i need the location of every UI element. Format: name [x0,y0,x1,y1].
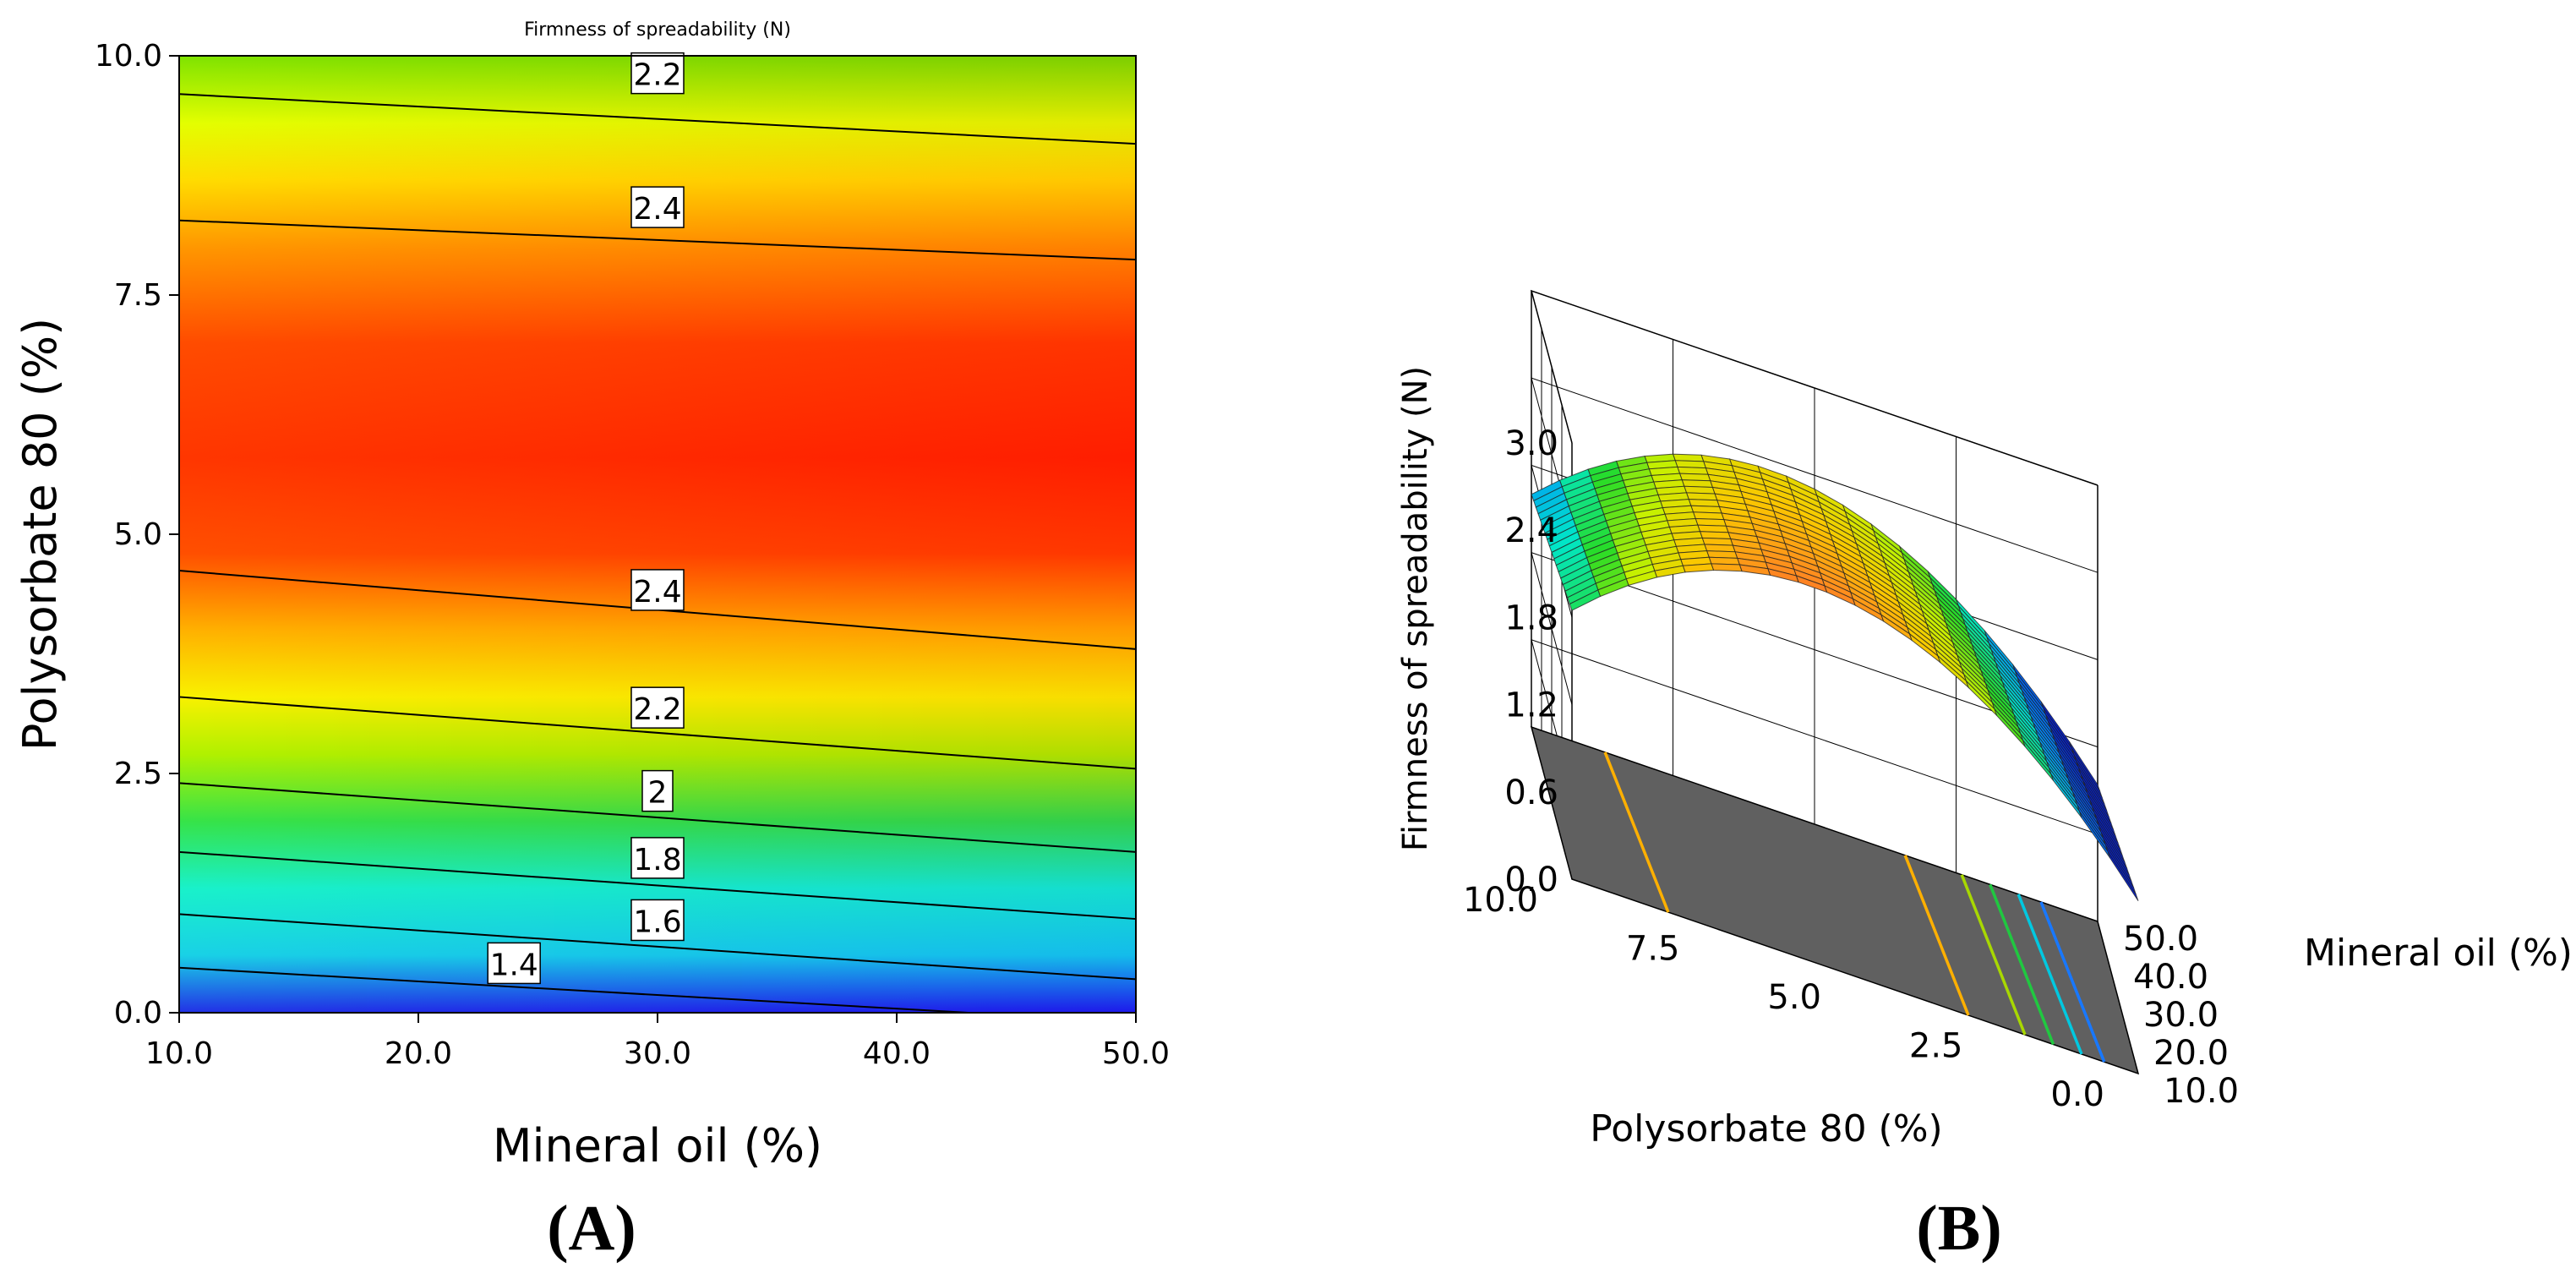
surface-x-tick-4: 0.0 [2050,1075,2104,1114]
contour-label-4: 2 [648,776,668,811]
surface-z-tick-0: 0.0 [1504,861,1558,899]
y-tick-label-0: 0.0 [114,996,162,1030]
floor-plane [1530,725,2140,1075]
contour-label-7: 1.4 [490,948,538,982]
y-tick-label-3: 7.5 [114,278,162,313]
floor-contour-3 [1960,874,2027,1036]
contour-label-6: 1.6 [633,905,681,939]
contour-line-7 [178,966,969,1014]
wall-grid-z-5 [1531,290,2098,486]
contour-label-box-1 [630,186,685,228]
surface-cell [1569,589,1602,611]
surface-z-tick-5: 3.0 [1504,424,1558,463]
contour-label-3: 2.2 [633,692,681,727]
surface-z-tick-1: 0.6 [1504,773,1558,812]
surface-x-tick-2: 5.0 [1767,978,1821,1017]
contour-label-2: 2.4 [633,575,681,609]
surface-y-tick-1: 20.0 [2153,1034,2229,1073]
floor-contour-2 [1989,883,2055,1046]
surface-x-tick-0: 10.0 [1463,881,1538,920]
contour-label-box-4 [641,769,674,812]
surface-y-tick-4: 50.0 [2123,920,2198,959]
contour-label-box-3 [630,686,685,729]
surface-z-axis-label: Firmness of spreadability (N) [1396,366,1435,851]
contour-label-box-0 [630,52,685,95]
contour-line-3 [178,696,1137,770]
surface-x-tick-1: 7.5 [1626,930,1680,969]
panel-b: 10.07.55.02.50.0 10.020.030.040.050.00.00… [1396,289,2573,1264]
surface-floor [1530,725,2140,1075]
floor-contour-4 [1903,855,1970,1016]
surface-y-tick-0: 10.0 [2164,1072,2239,1111]
contour-y-axis-label: Polysorbate 80 (%) [14,318,67,751]
surface-x-axis-label: Polysorbate 80 (%) [1590,1107,1942,1151]
surface-x-tick-3: 2.5 [1909,1027,1963,1066]
contour-line-1 [178,219,1137,261]
contour-line-0 [178,93,1137,145]
surface-cell [1711,563,1743,572]
y-tick-label-4: 10.0 [95,39,162,74]
x-tick-label-3: 40.0 [863,1036,931,1071]
contour-label-box-2 [630,569,685,611]
floor-contour-1 [2017,894,2083,1055]
y-tick-label-1: 2.5 [114,757,162,791]
contour-label-box-5 [630,837,685,879]
contour-label-box-7 [487,942,541,985]
contour-line-5 [178,850,1137,921]
contour-labels: 2.2 2.4 2.4 2.2 2 1.8 1.6 1.4 [487,52,685,985]
x-tick-label-2: 30.0 [624,1036,691,1071]
panel-a-axes: 10.0 20.0 30.0 40.0 50.0 0.0 2.5 5.0 7.5 10.0 [95,39,1170,1071]
contour-chart-title: Firmness of spreadability (N) [524,19,791,41]
surface-z-tick-3: 1.8 [1504,599,1558,637]
x-tick-label-0: 10.0 [145,1036,213,1071]
surface-y-axis-label: Mineral oil (%) [2304,932,2573,975]
x-tick-label-1: 20.0 [385,1036,452,1071]
contour-line-6 [178,913,1137,981]
contour-label-1: 2.4 [633,192,681,227]
y-tick-label-2: 5.0 [114,517,162,552]
surface-z-tick-4: 2.4 [1504,511,1558,550]
floor-contour-5 [1603,752,1670,913]
surface-y-tick-3: 40.0 [2133,958,2208,997]
x-tick-label-4: 50.0 [1102,1036,1170,1071]
panel-b-axes: 10.07.55.02.50.0 10.020.030.040.050.00.00… [1463,424,2239,1114]
surface-z-tick-2: 1.2 [1504,686,1558,725]
floor-contour-0 [2039,901,2106,1063]
contour-label-0: 2.2 [633,58,681,93]
surface-y-tick-2: 30.0 [2143,996,2219,1035]
wall-grid-z-4 [1531,377,2098,573]
panel-a: 2.2 2.4 2.4 2.2 2 1.8 1.6 1.4 10.0 20.0 30.0 40.0 5… [14,19,1170,1264]
surface-mesh [1531,453,2139,901]
panel-label-b: (B) [1916,1193,2001,1264]
wall-grid-z-2 [1531,551,2098,748]
contour-label-box-6 [630,899,685,942]
contour-label-5: 1.8 [633,843,681,877]
panel-label-a: (A) [547,1193,636,1264]
contour-line-4 [178,782,1137,853]
contour-x-axis-label: Mineral oil (%) [493,1119,822,1172]
